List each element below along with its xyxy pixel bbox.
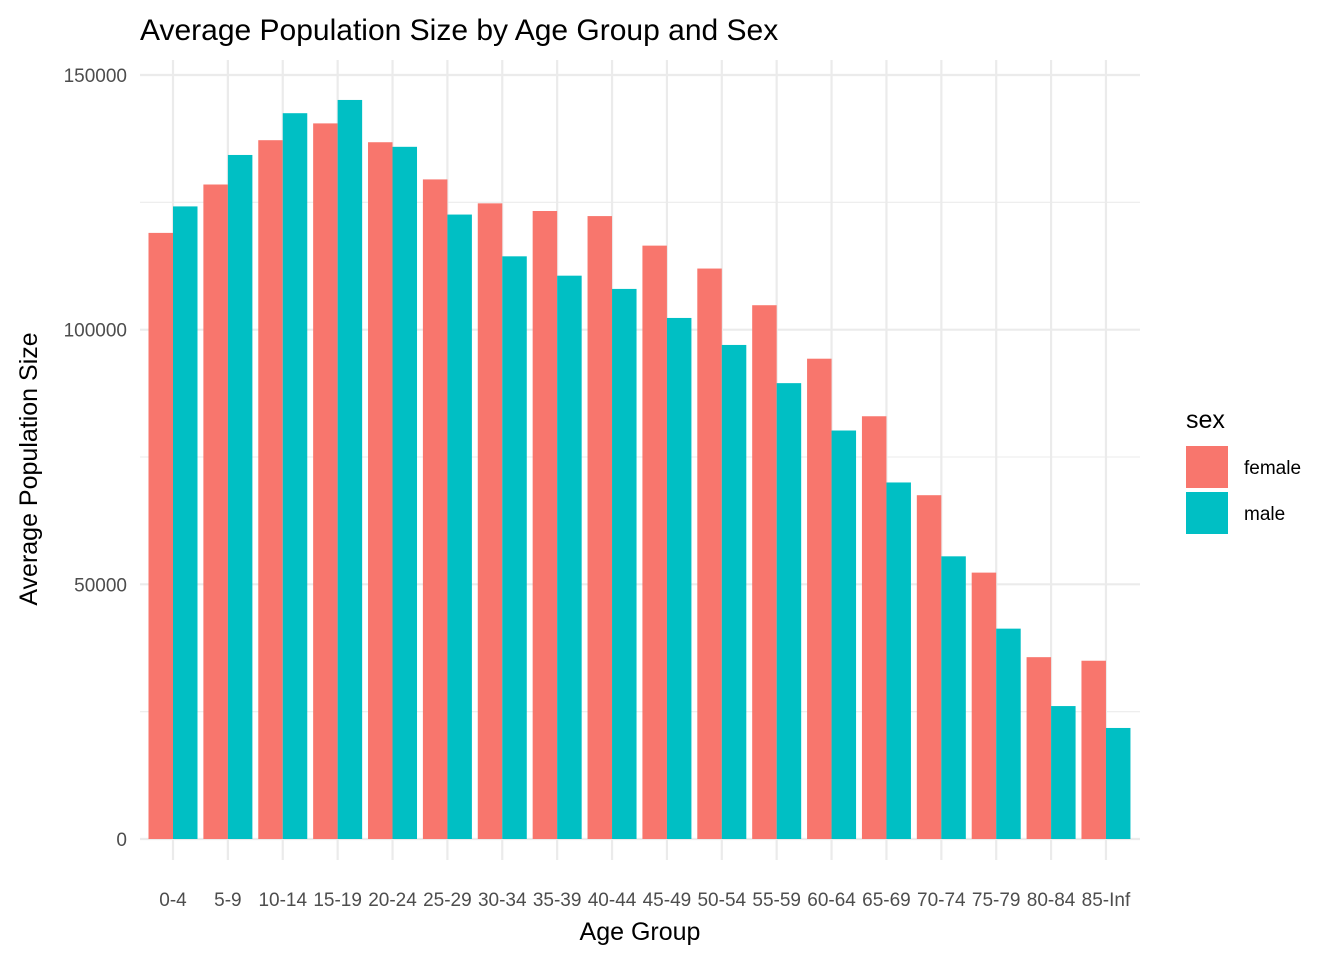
y-tick-label: 100000	[64, 321, 127, 342]
chart-title: Average Population Size by Age Group and…	[140, 14, 778, 47]
bar-female-15-19	[313, 123, 338, 840]
bar-male-35-39	[557, 275, 582, 839]
bar-female-70-74	[916, 495, 942, 839]
bar-male-55-59	[776, 383, 802, 839]
x-tick-label: 80-84	[1027, 890, 1076, 911]
legend-label-female: female	[1244, 458, 1301, 479]
x-tick-label: 30-34	[478, 890, 527, 911]
bar-female-40-44	[587, 216, 613, 839]
bar-male-25-29	[447, 214, 472, 840]
x-tick-label: 70-74	[917, 890, 966, 911]
y-tick-label: 0	[116, 830, 127, 851]
bar-male-40-44	[612, 288, 637, 839]
bar-female-75-79	[971, 572, 997, 839]
bar-female-65-69	[861, 416, 887, 839]
bar-female-0-4	[148, 232, 173, 840]
x-tick-label: 85-Inf	[1082, 890, 1131, 911]
x-tick-label: 45-49	[643, 890, 692, 911]
y-tick-label: 150000	[64, 66, 127, 87]
x-tick-label: 15-19	[313, 890, 362, 911]
legend-title: sex	[1186, 406, 1225, 434]
bar-male-75-79	[996, 628, 1021, 839]
bar-male-30-34	[502, 256, 527, 840]
bar-female-35-39	[532, 210, 558, 839]
bar-female-25-29	[422, 179, 448, 839]
bar-male-70-74	[941, 556, 966, 839]
bar-male-20-24	[392, 146, 418, 840]
legend-label-male: male	[1244, 504, 1285, 525]
x-tick-label: 60-64	[807, 890, 856, 911]
x-tick-label: 55-59	[752, 890, 801, 911]
bar-female-85-Inf	[1081, 660, 1106, 839]
legend-key-male	[1186, 492, 1228, 534]
x-axis-ticks: 0-4 5-9 10-14 15-19 20-24 25-29 30-34 35-39 40-4…	[159, 890, 1131, 911]
x-tick-label: 20-24	[368, 890, 417, 911]
x-tick-label: 65-69	[862, 890, 911, 911]
bar-male-45-49	[666, 317, 692, 839]
legend: sex female male	[1186, 406, 1301, 534]
bar-female-55-59	[752, 305, 777, 840]
bar-male-50-54	[721, 344, 747, 839]
x-axis-title: Age Group	[580, 918, 701, 946]
bar-female-45-49	[642, 245, 667, 840]
legend-key-female	[1186, 446, 1228, 488]
x-tick-label: 5-9	[214, 890, 241, 911]
y-axis-ticks: 0 50000 100000 150000	[64, 66, 127, 851]
bar-male-10-14	[282, 113, 308, 839]
bar-female-10-14	[258, 140, 283, 839]
x-tick-label: 25-29	[423, 890, 472, 911]
bar-male-80-84	[1051, 706, 1076, 839]
bar-male-85-Inf	[1105, 727, 1131, 839]
bar-female-80-84	[1026, 657, 1052, 839]
bar-female-5-9	[203, 184, 228, 840]
x-tick-label: 10-14	[258, 890, 307, 911]
x-tick-label: 0-4	[159, 890, 187, 911]
bar-male-60-64	[831, 430, 857, 839]
x-tick-label: 35-39	[533, 890, 582, 911]
bar-female-30-34	[477, 203, 503, 840]
bar-male-5-9	[227, 154, 253, 839]
bar-female-50-54	[697, 268, 722, 840]
bar-female-60-64	[807, 358, 832, 839]
bar-male-65-69	[886, 482, 911, 839]
bar-male-0-4	[173, 206, 198, 839]
x-tick-label: 50-54	[697, 890, 746, 911]
x-tick-label: 75-79	[972, 890, 1021, 911]
bars	[148, 99, 1131, 840]
bar-male-15-19	[337, 99, 363, 839]
y-tick-label: 50000	[74, 575, 127, 596]
x-tick-label: 40-44	[588, 890, 637, 911]
bar-female-20-24	[368, 142, 393, 839]
y-axis-title: Average Population Size	[15, 332, 43, 605]
